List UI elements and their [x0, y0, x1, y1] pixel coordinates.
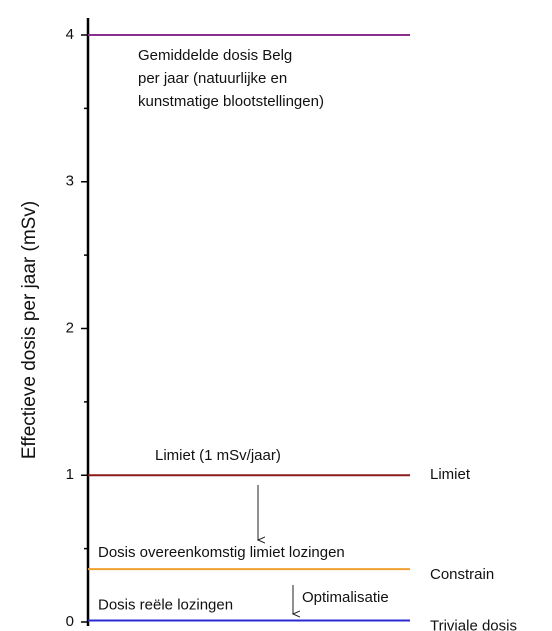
annotation: Optimalisatie — [302, 589, 389, 606]
side-label: Triviale dosis — [430, 618, 517, 631]
side-label: Constrain — [430, 566, 494, 583]
y-tick-label: 4 — [66, 26, 74, 43]
line-label: Limiet (1 mSv/jaar) — [155, 447, 281, 464]
y-tick-label: 2 — [66, 319, 74, 336]
line-label: kunstmatige blootstellingen) — [138, 93, 324, 110]
side-label: Limiet — [430, 466, 471, 483]
line-label: Gemiddelde dosis Belg — [138, 47, 292, 64]
line-label: per jaar (natuurlijke en — [138, 70, 287, 87]
y-tick-label: 3 — [66, 173, 74, 190]
y-axis-label: Effectieve dosis per jaar (mSv) — [19, 201, 40, 459]
line-label: Dosis overeenkomstig limiet lozingen — [98, 544, 345, 561]
line-label: Dosis reële lozingen — [98, 597, 233, 614]
y-tick-label: 0 — [66, 613, 74, 630]
y-tick-label: 1 — [66, 466, 74, 483]
